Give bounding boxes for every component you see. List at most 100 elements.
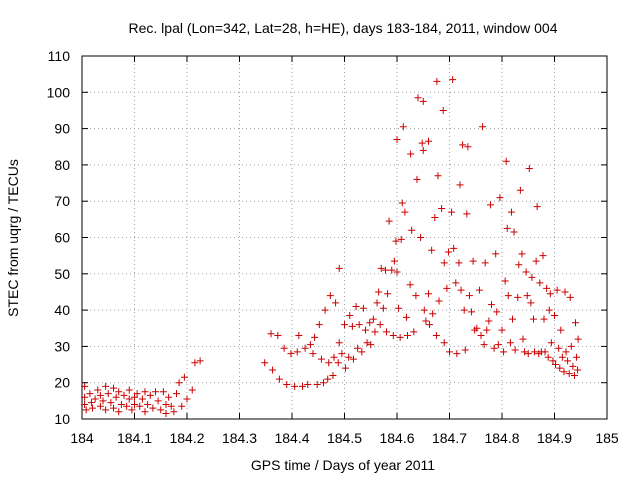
data-point-marker [110,404,117,412]
y-tick-label: 110 [48,48,71,64]
data-point-marker [521,348,529,356]
x-tick-label: 184.8 [484,430,519,446]
data-point-marker [274,332,282,340]
data-point-marker [473,324,481,332]
data-point-marker [490,344,498,352]
data-point-marker [342,364,350,372]
data-point-marker [515,261,523,269]
y-tick-label: 90 [54,121,70,137]
data-point-marker [348,322,356,330]
data-point-marker [362,326,369,334]
data-point-marker [397,235,405,243]
data-point-marker [345,353,353,361]
data-point-marker [196,357,204,365]
y-tick-labels: 10 20 30 40 50 60 70 80 90 100 110 [47,48,71,427]
data-point-marker [501,277,509,285]
data-point-marker [301,344,309,352]
data-point-marker [283,381,291,389]
data-point-marker [453,350,461,358]
data-point-marker [414,94,422,102]
data-point-marker [379,304,387,312]
data-point-marker [388,266,396,274]
data-point-marker [125,395,133,403]
data-point-marker [556,364,564,372]
data-point-marker [138,395,146,403]
y-tick-label: 30 [54,338,70,354]
data-point-marker [494,341,502,349]
data-point-marker [393,268,401,276]
data-point-marker [396,333,404,341]
data-point-marker [375,288,383,296]
data-point-marker [549,357,557,365]
data-point-marker [425,290,432,298]
data-point-marker [306,341,314,349]
x-tick-label: 184.3 [222,430,257,446]
x-tick-label: 185 [595,430,619,446]
data-point-marker [483,326,491,334]
data-point-marker [309,350,317,358]
data-point-marker [574,335,582,343]
data-point-marker [330,353,338,361]
data-point-marker [107,399,115,407]
data-point-marker [133,390,141,398]
data-point-marker [183,395,191,403]
data-point-marker [157,406,165,414]
data-point-marker [159,388,167,396]
data-point-marker [564,357,572,365]
data-point-marker [440,259,448,267]
data-point-marker [389,332,397,340]
data-point-marker [418,139,426,147]
data-point-marker [115,388,123,396]
data-point-marker [543,284,551,292]
data-point-marker [461,346,469,354]
data-point-marker [540,315,548,323]
y-tick-label: 40 [54,302,70,318]
data-point-marker [167,402,175,410]
data-point-marker [141,408,149,416]
data-point-marker [81,382,89,390]
data-point-marker [125,386,133,394]
data-point-marker [376,321,384,329]
data-point-marker [553,286,561,294]
data-point-marker [514,293,522,301]
data-point-marker [410,328,418,336]
data-point-marker [392,237,400,245]
data-point-marker [102,406,110,414]
data-point-marker [443,284,451,292]
data-point-marker [527,299,535,307]
data-point-marker [131,393,138,401]
data-point-marker [546,290,554,298]
x-tick-label: 184.6 [379,430,414,446]
data-point-marker [299,382,306,390]
data-point-marker [509,315,516,323]
data-point-marker [486,201,494,209]
data-point-marker [560,368,568,376]
data-point-marker [439,106,447,114]
data-point-marker [510,228,518,236]
grid-lines [82,56,607,419]
data-point-marker [569,362,577,370]
data-point-marker [464,143,472,151]
data-point-marker [152,388,159,396]
data-point-marker [320,379,327,387]
data-point-marker [428,246,436,254]
data-point-marker [420,306,428,314]
data-point-marker [275,375,283,383]
data-point-marker [304,381,312,389]
x-axis-label: GPS time / Days of year 2011 [251,457,435,473]
data-point-marker [191,359,199,367]
data-point-marker [154,397,162,405]
data-point-marker [144,400,152,408]
data-point-marker [335,264,343,272]
data-point-marker [432,332,440,340]
data-point-marker [456,181,464,189]
y-tick-label: 80 [54,157,70,173]
data-point-marker [332,299,340,307]
data-point-marker [146,391,154,399]
data-point-marker [178,402,186,410]
data-point-marker [180,373,188,381]
data-point-marker [558,353,566,361]
data-point-marker [355,321,363,329]
data-point-marker [269,366,277,374]
data-point-marker [496,194,504,202]
